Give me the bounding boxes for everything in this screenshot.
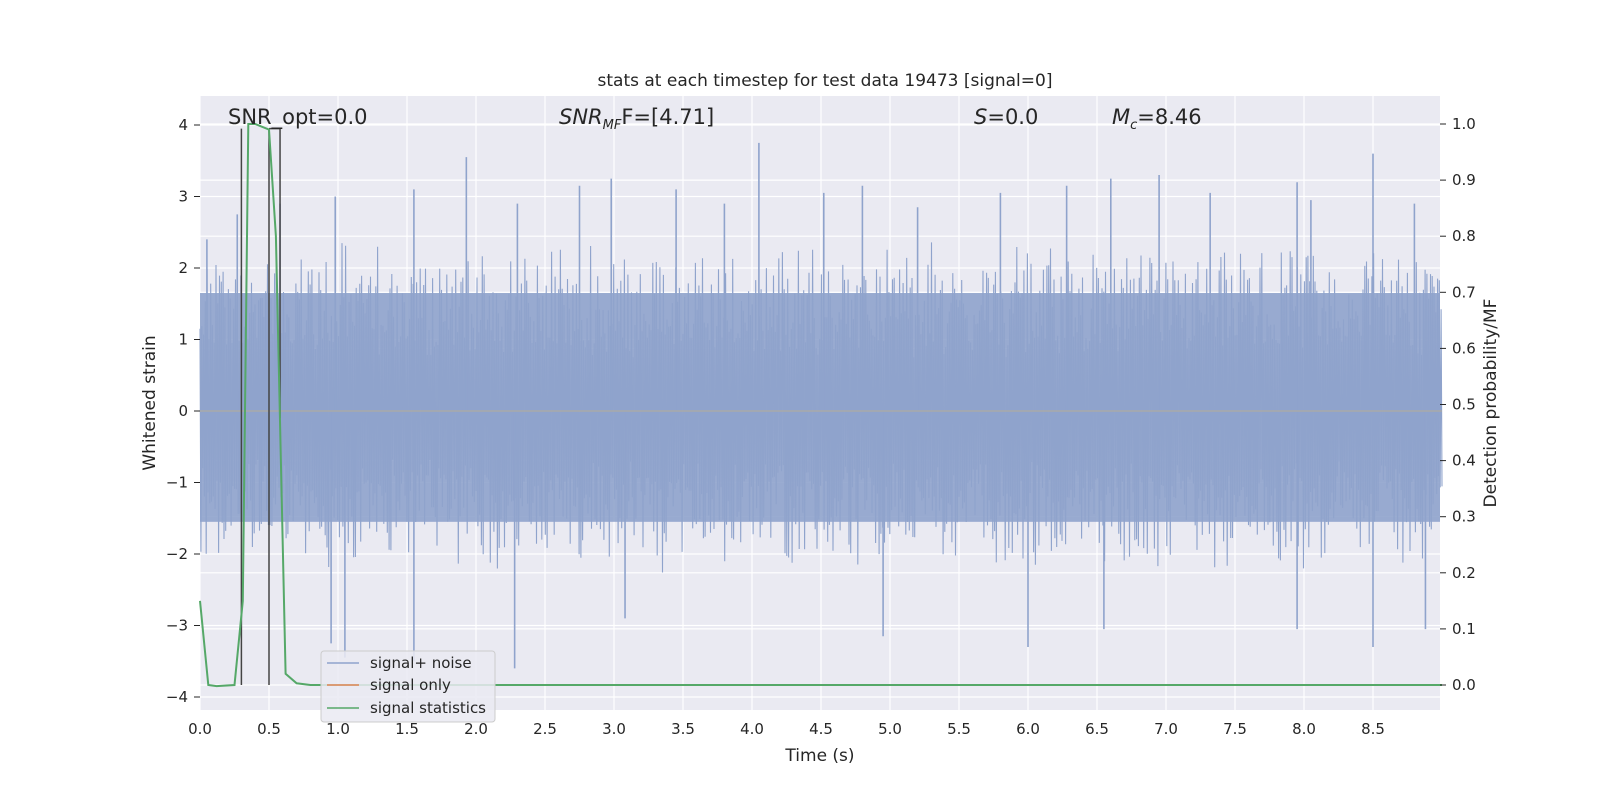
x-tick-label: 6.0 xyxy=(1016,720,1040,738)
snr-mf-sub: MF xyxy=(603,118,622,133)
mc-value: =8.46 xyxy=(1137,105,1201,129)
x-tick-label: 0.0 xyxy=(188,720,212,738)
x-tick-label: 5.5 xyxy=(947,720,971,738)
y-left-tick-label: −1 xyxy=(166,474,188,492)
x-tick-label: 8.5 xyxy=(1361,720,1385,738)
y-left-tick-label: 0 xyxy=(178,402,188,420)
y-right-tick-label: 0.0 xyxy=(1452,676,1476,694)
noise-trace xyxy=(199,242,1443,573)
y-left-tick-label: 2 xyxy=(178,259,188,277)
mc-main: M xyxy=(1112,105,1130,129)
legend-label-signal-only: signal only xyxy=(370,676,451,694)
x-tick-label: 6.5 xyxy=(1085,720,1109,738)
y-axis-right-label: Detection probability/MF xyxy=(1481,299,1501,508)
y-left-tick-label: −3 xyxy=(166,617,188,635)
x-axis-ticks: 0.0 0.5 1.0 1.5 2.0 2.5 3.0 3.5 4.0 4.5 5.0 5.5 6.0 6… xyxy=(188,720,1385,738)
y-right-tick-label: 0.6 xyxy=(1452,339,1476,357)
x-tick-label: 8.0 xyxy=(1292,720,1316,738)
mc-sub: c xyxy=(1130,118,1137,133)
y-axis-left-ticks: −4 −3 −2 −1 0 1 2 3 4 xyxy=(166,116,200,706)
y-right-tick-label: 0.1 xyxy=(1452,620,1476,638)
series-signal-statistics xyxy=(199,123,1442,688)
x-tick-label: 4.0 xyxy=(740,720,764,738)
x-tick-label: 1.5 xyxy=(395,720,419,738)
snr-mf-value: F=[4.71] xyxy=(621,105,714,129)
y-right-tick-label: 0.5 xyxy=(1452,396,1476,414)
chart-title: stats at each timestep for test data 194… xyxy=(598,71,1053,91)
x-tick-label: 0.5 xyxy=(257,720,281,738)
legend-label-noise: signal+ noise xyxy=(370,654,472,672)
x-tick-label: 3.0 xyxy=(602,720,626,738)
y-right-tick-label: 0.9 xyxy=(1452,171,1476,189)
x-tick-label: 7.0 xyxy=(1154,720,1178,738)
y-left-tick-label: −4 xyxy=(166,688,188,706)
s-symbol: S xyxy=(974,105,987,129)
x-tick-label: 4.5 xyxy=(809,720,833,738)
series-signal-noise xyxy=(199,142,1443,669)
x-axis-label: Time (s) xyxy=(784,746,854,766)
y-left-tick-label: 1 xyxy=(178,331,188,349)
annotation-mc: Mc=8.46 xyxy=(1112,105,1202,133)
y-right-tick-label: 0.8 xyxy=(1452,227,1476,245)
y-left-tick-label: −2 xyxy=(166,545,188,563)
s-value: =0.0 xyxy=(987,105,1038,129)
legend-box xyxy=(320,650,496,723)
annotation-s: S=0.0 xyxy=(974,105,1038,129)
y-right-tick-label: 1.0 xyxy=(1452,115,1476,133)
y-right-tick-label: 0.4 xyxy=(1452,452,1476,470)
x-tick-label: 1.0 xyxy=(326,720,350,738)
y-left-tick-label: 3 xyxy=(178,188,188,206)
x-tick-label: 2.0 xyxy=(464,720,488,738)
annotation-snr-opt: SNR_opt=0.0 xyxy=(228,105,368,130)
y-axis-left-label: Whitened strain xyxy=(140,335,160,470)
x-tick-label: 7.5 xyxy=(1223,720,1247,738)
y-left-tick-label: 4 xyxy=(178,116,188,134)
vertical-markers xyxy=(240,127,281,685)
annotation-snr-mf: SNRMFF=[4.71] xyxy=(559,105,714,133)
statistics-line xyxy=(199,123,1442,688)
y-right-tick-label: 0.3 xyxy=(1452,508,1476,526)
legend: signal+ noise signal only signal statist… xyxy=(320,650,496,723)
snr-mf-main: SNR xyxy=(559,105,603,129)
y-right-tick-label: 0.2 xyxy=(1452,564,1476,582)
legend-label-statistics: signal statistics xyxy=(370,699,486,717)
y-axis-right-ticks: 0.0 0.1 0.2 0.3 0.4 0.5 0.6 0.7 0.8 0.9 1.0 xyxy=(1440,115,1476,694)
y-right-tick-label: 0.7 xyxy=(1452,283,1476,301)
x-tick-label: 5.0 xyxy=(878,720,902,738)
x-tick-label: 2.5 xyxy=(533,720,557,738)
marker-bracket xyxy=(269,127,281,419)
x-tick-label: 3.5 xyxy=(671,720,695,738)
